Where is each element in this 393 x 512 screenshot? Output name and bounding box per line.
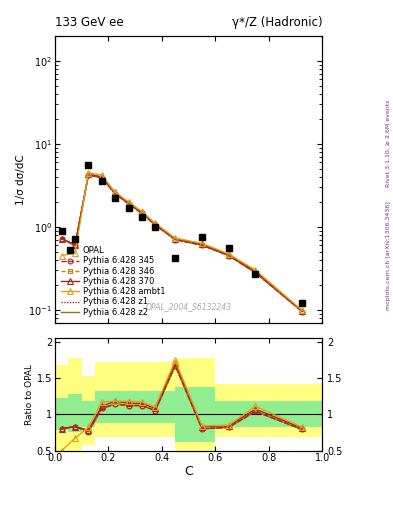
- X-axis label: C: C: [184, 465, 193, 478]
- Text: γ*/Z (Hadronic): γ*/Z (Hadronic): [231, 16, 322, 29]
- Y-axis label: 1/σ dσ/dC: 1/σ dσ/dC: [16, 154, 26, 205]
- Text: mcplots.cern.ch [arXiv:1306.3436]: mcplots.cern.ch [arXiv:1306.3436]: [386, 202, 391, 310]
- Text: Rivet 3.1.10, ≥ 2.6M events: Rivet 3.1.10, ≥ 2.6M events: [386, 100, 391, 187]
- Y-axis label: Ratio to OPAL: Ratio to OPAL: [25, 364, 34, 425]
- Text: 133 GeV ee: 133 GeV ee: [55, 16, 124, 29]
- Legend: OPAL, Pythia 6.428 345, Pythia 6.428 346, Pythia 6.428 370, Pythia 6.428 ambt1, : OPAL, Pythia 6.428 345, Pythia 6.428 346…: [59, 245, 167, 318]
- Text: OPAL_2004_S6132243: OPAL_2004_S6132243: [146, 302, 231, 311]
